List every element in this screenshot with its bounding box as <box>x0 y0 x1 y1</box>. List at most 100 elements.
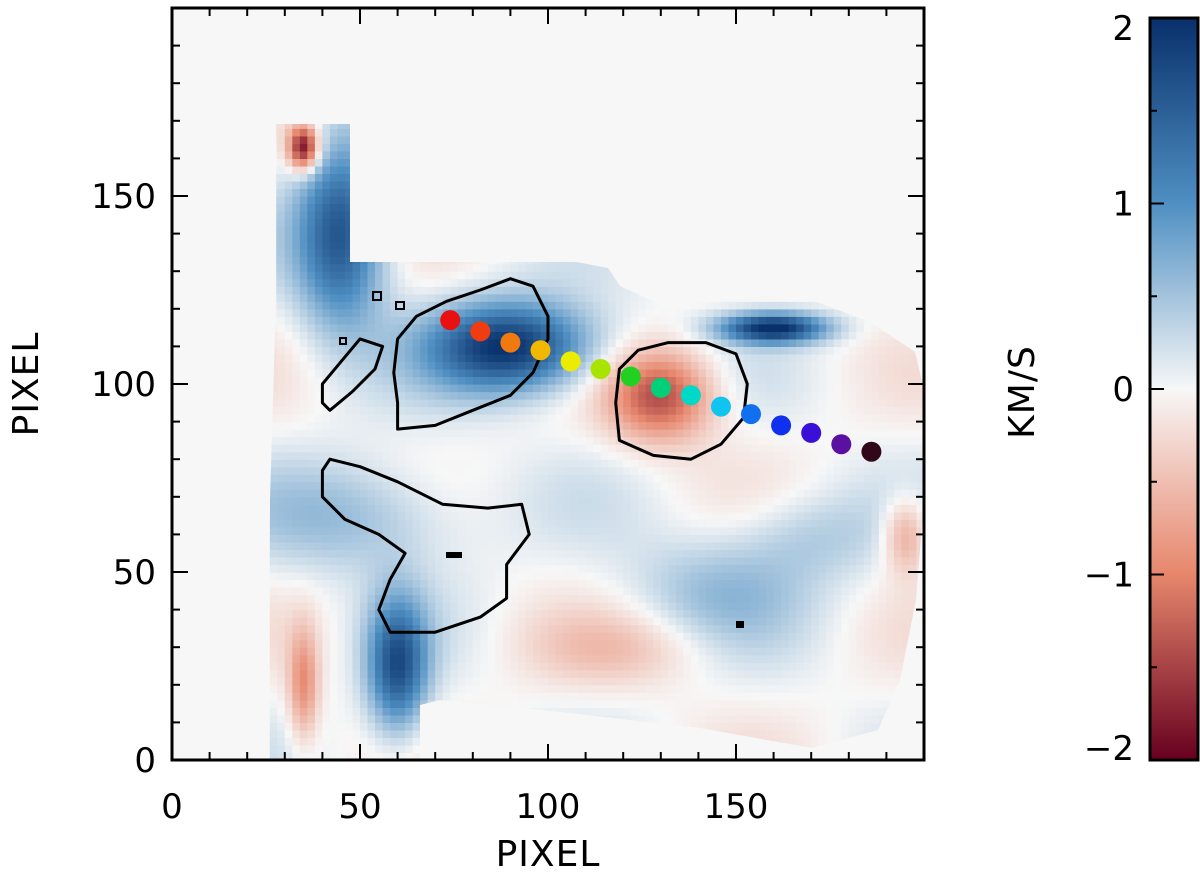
heatmap-cell <box>329 617 339 626</box>
heatmap-cell <box>329 654 339 663</box>
heatmap-cell <box>600 564 609 573</box>
heatmap-cell <box>472 541 481 551</box>
heatmap-cell <box>683 474 692 483</box>
heatmap-cell <box>563 496 572 505</box>
heatmap-cell <box>525 338 534 347</box>
heatmap-cell <box>525 564 534 573</box>
heatmap-cell <box>472 338 481 347</box>
heatmap-cell <box>698 316 707 325</box>
heatmap-cell <box>608 496 617 505</box>
heatmap-cell <box>420 406 429 415</box>
heatmap-cell <box>645 308 654 317</box>
heatmap-cell <box>585 632 594 641</box>
heatmap-cell <box>705 504 715 513</box>
heatmap-cell <box>457 399 466 408</box>
heatmap-cell <box>675 534 684 543</box>
heatmap-cell <box>578 602 587 611</box>
heatmap-cell <box>472 361 481 370</box>
heatmap-cell <box>487 579 496 588</box>
heatmap-cell <box>427 481 436 490</box>
heatmap-cell <box>277 624 286 633</box>
heatmap-cell <box>344 196 354 205</box>
heatmap-cell <box>299 331 308 340</box>
heatmap-cell <box>314 271 323 280</box>
heatmap-cell <box>375 474 384 483</box>
heatmap-cell <box>344 534 354 543</box>
heatmap-cell <box>457 316 466 325</box>
heatmap-cell <box>284 519 293 528</box>
heatmap-cell <box>367 707 376 716</box>
heatmap-cell <box>630 699 639 708</box>
heatmap-cell <box>307 707 316 716</box>
heatmap-cell <box>600 286 609 295</box>
heatmap-cell <box>442 331 451 340</box>
heatmap-cell <box>645 714 654 723</box>
heatmap-cell <box>698 587 707 596</box>
heatmap-cell <box>442 406 451 415</box>
heatmap-cell <box>442 669 451 678</box>
heatmap-cell <box>284 451 293 460</box>
heatmap-cell <box>653 316 662 325</box>
heatmap-cell <box>277 481 286 490</box>
heatmap-cell <box>450 662 459 671</box>
heatmap-cell <box>314 481 323 490</box>
heatmap-cell <box>638 399 647 408</box>
heatmap-cell <box>435 654 444 663</box>
heatmap-cell <box>307 414 316 423</box>
heatmap-cell <box>548 624 557 633</box>
heatmap-cell <box>382 331 391 340</box>
heatmap-cell <box>360 444 369 453</box>
heatmap-cell <box>548 376 557 385</box>
heatmap-cell <box>405 549 414 558</box>
heatmap-cell <box>593 429 602 438</box>
heatmap-cell <box>480 639 489 648</box>
heatmap-cell <box>382 353 391 363</box>
heatmap-cell <box>698 699 707 708</box>
heatmap-cell <box>352 391 361 400</box>
heatmap-cell <box>450 587 459 596</box>
heatmap-cell <box>412 293 421 302</box>
heatmap-cell <box>532 271 542 280</box>
heatmap-cell <box>397 699 406 708</box>
heatmap-cell <box>585 511 594 520</box>
heatmap-cell <box>585 481 594 490</box>
heatmap-cell <box>472 534 481 543</box>
heatmap-cell <box>322 391 331 400</box>
heatmap-cell <box>472 587 481 596</box>
heatmap-cell <box>450 286 459 295</box>
heatmap-cell <box>390 662 399 671</box>
heatmap-cell <box>352 541 361 551</box>
heatmap-cell <box>382 346 391 355</box>
heatmap-cell <box>705 399 715 408</box>
heatmap-cell <box>705 556 715 566</box>
heatmap-cell <box>502 617 511 626</box>
heatmap-cell <box>352 293 361 302</box>
heatmap-cell <box>645 474 654 483</box>
heatmap-cell <box>570 376 579 385</box>
heatmap-cell <box>465 632 474 641</box>
heatmap-cell <box>329 226 339 235</box>
heatmap-cell <box>608 504 617 513</box>
heatmap-cell <box>585 624 594 633</box>
heatmap-cell <box>299 692 308 701</box>
heatmap-cell <box>615 639 624 648</box>
heatmap-cell <box>442 451 451 460</box>
heatmap-cell <box>660 654 669 663</box>
heatmap-cell <box>337 406 346 415</box>
heatmap-cell <box>578 662 587 671</box>
heatmap-cell <box>375 714 384 723</box>
heatmap-cell <box>578 271 587 280</box>
heatmap-cell <box>705 617 715 626</box>
heatmap-cell <box>390 707 399 716</box>
heatmap-cell <box>344 722 354 731</box>
heatmap-cell <box>322 368 331 378</box>
heatmap-cell <box>487 406 496 415</box>
heatmap-cell <box>344 729 354 739</box>
heatmap-cell <box>653 684 662 693</box>
heatmap-cell <box>472 496 481 505</box>
heatmap-cell <box>495 481 504 490</box>
heatmap-cell <box>412 579 421 588</box>
heatmap-cell <box>412 406 421 415</box>
heatmap-cell <box>578 639 587 648</box>
heatmap-cell <box>375 399 384 408</box>
